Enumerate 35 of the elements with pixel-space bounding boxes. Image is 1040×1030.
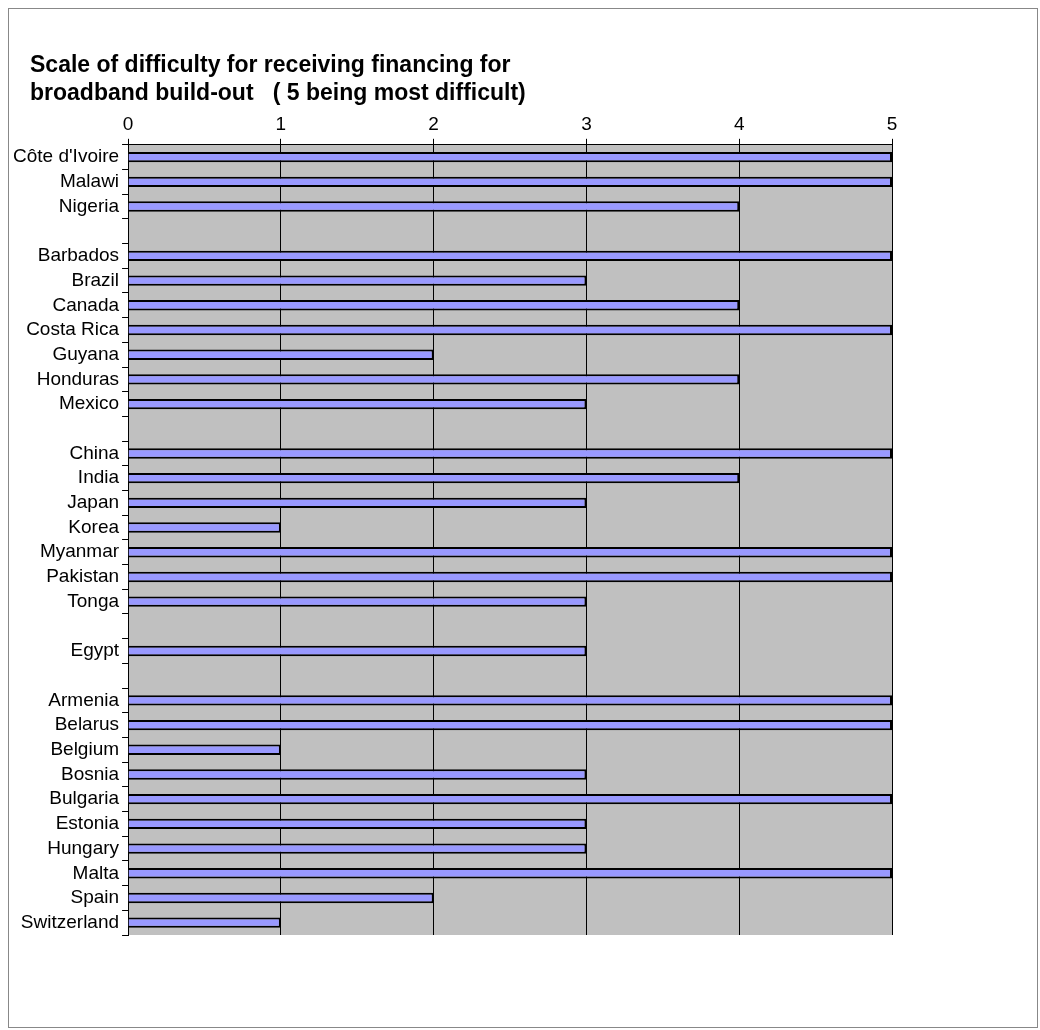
y-tick-label: Mexico xyxy=(58,392,120,414)
x-tick-label: 0 xyxy=(122,112,134,134)
y-tick-label: Tonga xyxy=(67,589,120,611)
y-tick-label: Estonia xyxy=(55,812,120,834)
y-tick-label: Nigeria xyxy=(58,194,120,216)
y-tick-label: Bosnia xyxy=(60,762,120,784)
x-tick-label: 3 xyxy=(581,112,592,134)
y-tick-label: Honduras xyxy=(36,367,120,389)
y-tick-label: Switzerland xyxy=(20,910,120,932)
x-tick-label: 1 xyxy=(275,112,287,134)
y-tick-label: Japan xyxy=(67,491,120,513)
y-tick-label: Korea xyxy=(68,515,120,537)
y-tick-label: China xyxy=(69,441,120,463)
y-tick-label: Pakistan xyxy=(46,565,120,587)
y-tick-label: Myanmar xyxy=(39,540,120,562)
y-tick-label: India xyxy=(77,466,120,488)
y-tick-label: Canada xyxy=(52,293,120,315)
x-tick-label: 5 xyxy=(886,112,898,134)
y-tick-label: Spain xyxy=(70,886,120,908)
chart-title: Scale of difficulty for receiving financing for broadband build-out ( 5 being most difficult) xyxy=(30,50,527,106)
y-tick-label: Côte d'Ivoire xyxy=(12,145,120,167)
y-tick-label: Hungary xyxy=(47,836,120,858)
y-tick-label: Belgium xyxy=(50,738,120,760)
y-tick-label: Malawi xyxy=(59,170,120,192)
y-tick-label: Guyana xyxy=(52,342,120,364)
y-tick-label: Egypt xyxy=(70,639,120,661)
y-tick-label: Malta xyxy=(72,861,120,883)
y-tick-label: Armenia xyxy=(48,688,120,710)
x-tick-label: 2 xyxy=(428,112,439,134)
y-tick-label: Brazil xyxy=(71,268,120,290)
y-tick-label: Costa Rica xyxy=(26,318,120,340)
y-tick-label: Bulgaria xyxy=(49,787,120,809)
y-tick-label: Belarus xyxy=(54,713,120,735)
x-tick-label: 4 xyxy=(733,112,745,134)
y-tick-label: Barbados xyxy=(37,244,120,266)
